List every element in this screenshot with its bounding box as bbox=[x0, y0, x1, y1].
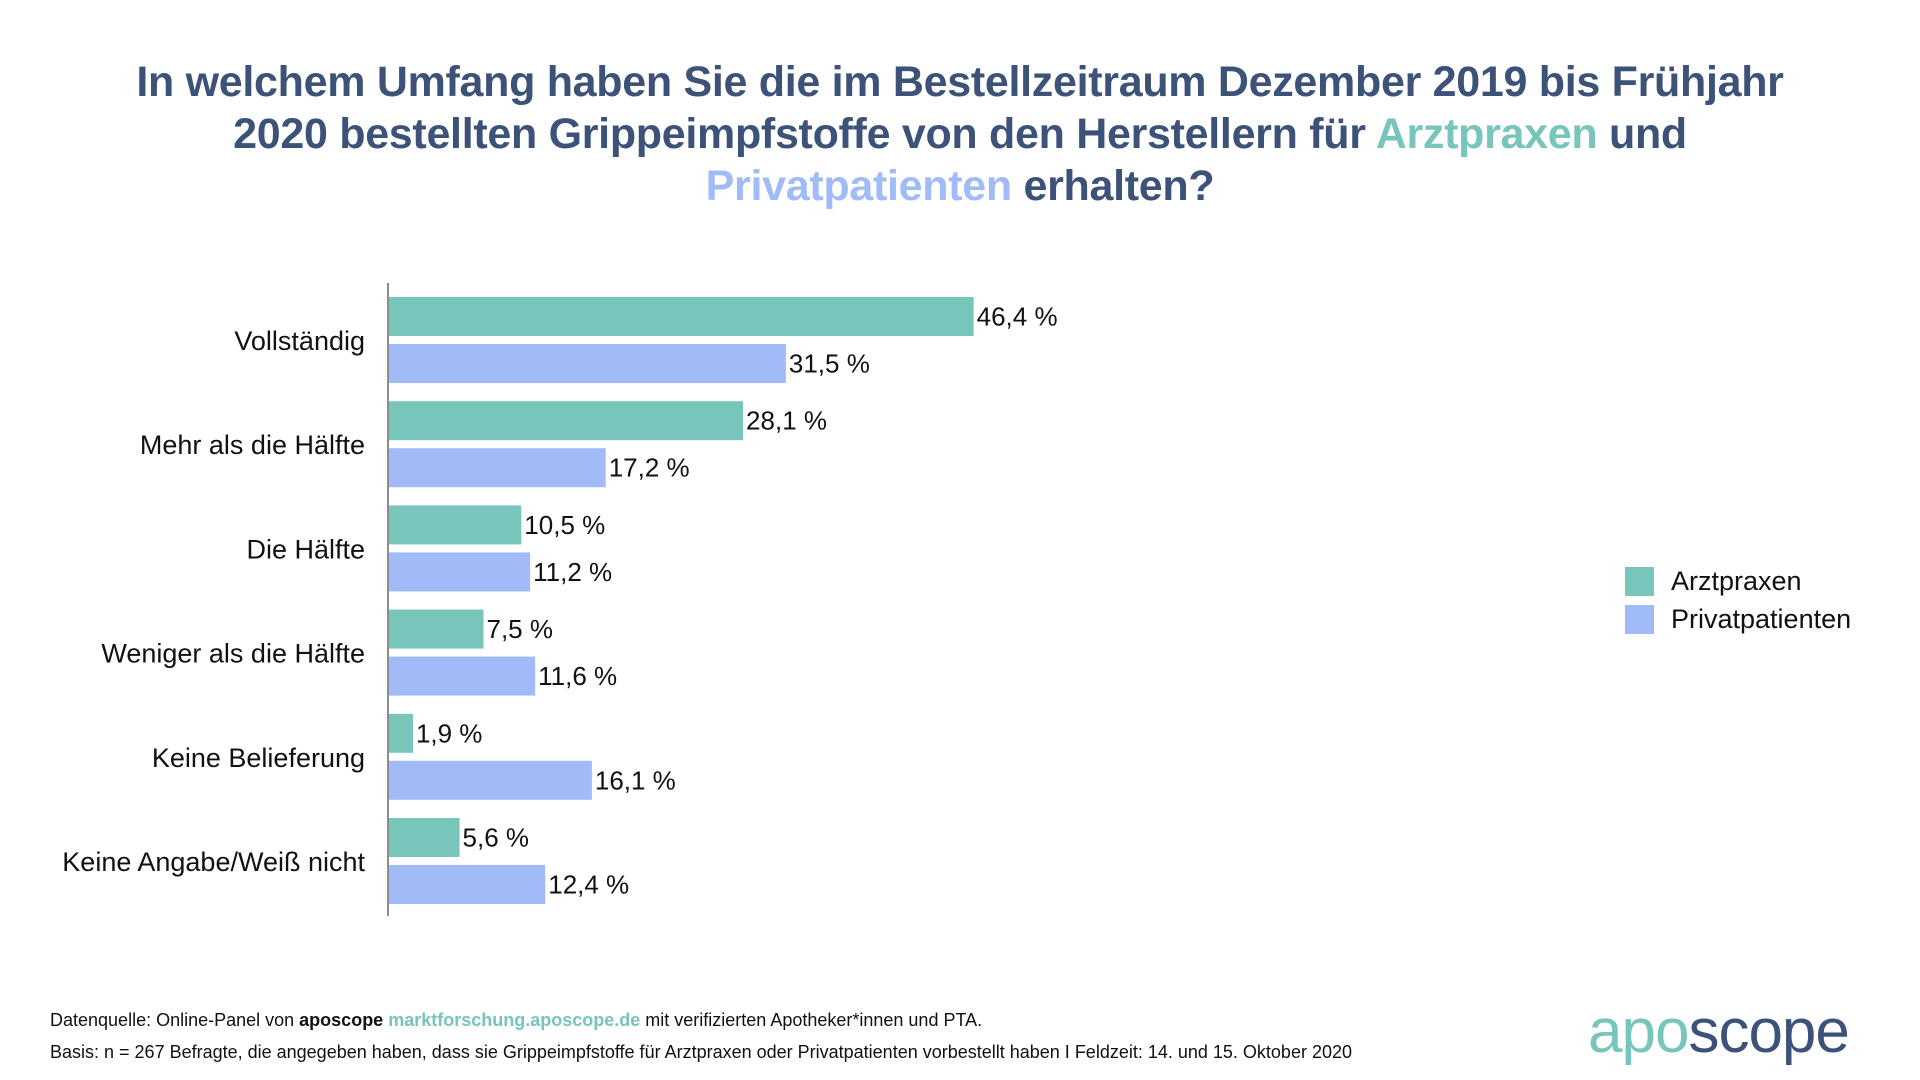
value-label-privatpatienten-vollständig: 31,5 % bbox=[789, 349, 870, 379]
footer: Datenquelle: Online-Panel von aposcope m… bbox=[50, 1004, 1352, 1068]
footer-brand: aposcope bbox=[299, 1010, 384, 1030]
category-label-keine-belieferung: Keine Belieferung bbox=[152, 743, 365, 773]
bar-arztpraxen-keine-angabe-weiß-nicht bbox=[389, 818, 460, 857]
legend-item-privatpatienten: Privatpatienten bbox=[1625, 600, 1851, 638]
value-label-privatpatienten-mehr-als-die-hälfte: 17,2 % bbox=[609, 453, 690, 483]
bar-arztpraxen-die-hälfte bbox=[389, 505, 522, 545]
bar-privatpatienten-keine-belieferung bbox=[389, 760, 592, 800]
category-label-mehr-als-die-hälfte: Mehr als die Hälfte bbox=[140, 430, 365, 460]
bar-privatpatienten-mehr-als-die-hälfte bbox=[389, 448, 606, 488]
logo-part-scope: scope bbox=[1688, 997, 1849, 1066]
footer-source-text: Datenquelle: Online-Panel von bbox=[50, 1010, 300, 1030]
category-label-vollständig: Vollständig bbox=[234, 326, 365, 356]
category-label-keine-angabe-weiß-nicht: Keine Angabe/Weiß nicht bbox=[62, 847, 365, 877]
bar-privatpatienten-keine-angabe-weiß-nicht bbox=[389, 865, 546, 904]
title-line-3-end: erhalten? bbox=[1011, 162, 1215, 210]
legend-swatch-arztpraxen bbox=[1625, 566, 1654, 596]
bar-privatpatienten-weniger-als-die-hälfte bbox=[389, 656, 536, 696]
bar-arztpraxen-keine-belieferung bbox=[389, 713, 413, 753]
value-label-privatpatienten-keine-angabe-weiß-nicht: 12,4 % bbox=[548, 870, 629, 900]
category-label-weniger-als-die-hälfte: Weniger als die Hälfte bbox=[101, 639, 365, 669]
bar-arztpraxen-mehr-als-die-hälfte bbox=[389, 401, 744, 441]
title-highlight-privatpatienten: Privatpatienten bbox=[705, 162, 1012, 210]
chart-title: In welchem Umfang haben Sie die im Beste… bbox=[0, 56, 1920, 212]
legend-item-arztpraxen: Arztpraxen bbox=[1625, 562, 1851, 600]
title-line-2-end: und bbox=[1597, 110, 1687, 158]
title-line-1: In welchem Umfang haben Sie die im Beste… bbox=[136, 58, 1784, 106]
value-label-arztpraxen-die-hälfte: 10,5 % bbox=[524, 510, 605, 540]
value-label-arztpraxen-vollständig: 46,4 % bbox=[977, 302, 1058, 332]
title-line-2: 2020 bestellten Grippeimpfstoffe von den… bbox=[0, 108, 1920, 160]
bars-group bbox=[389, 297, 974, 904]
bar-arztpraxen-weniger-als-die-hälfte bbox=[389, 609, 484, 649]
aposcope-logo: aposcope bbox=[1588, 996, 1850, 1067]
title-highlight-arztpraxen: Arztpraxen bbox=[1375, 110, 1598, 158]
value-label-privatpatienten-weniger-als-die-hälfte: 11,6 % bbox=[538, 661, 617, 691]
category-labels: Vollständig Mehr als die Hälfte Die Hälfte… bbox=[62, 326, 365, 877]
bar-privatpatienten-vollständig bbox=[389, 344, 786, 383]
footer-source-end: mit verifizierten Apotheker*innen und PT… bbox=[640, 1010, 983, 1030]
bar-privatpatienten-die-hälfte bbox=[389, 552, 531, 592]
bar-arztpraxen-vollständig bbox=[389, 297, 974, 336]
footer-link[interactable]: marktforschung.aposcope.de bbox=[388, 1010, 641, 1030]
value-label-arztpraxen-mehr-als-die-hälfte: 28,1 % bbox=[746, 406, 827, 436]
footer-source-line: Datenquelle: Online-Panel von aposcope m… bbox=[50, 1004, 1352, 1036]
legend-label-privatpatienten: Privatpatienten bbox=[1671, 603, 1852, 634]
legend-label-arztpraxen: Arztpraxen bbox=[1671, 565, 1802, 596]
value-label-privatpatienten-die-hälfte: 11,2 % bbox=[533, 557, 612, 587]
value-label-arztpraxen-keine-angabe-weiß-nicht: 5,6 % bbox=[463, 823, 530, 853]
title-line-2-text: 2020 bestellten Grippeimpfstoffe von den… bbox=[233, 110, 1376, 158]
legend-swatch-privatpatienten bbox=[1625, 604, 1654, 634]
logo-part-apo: apo bbox=[1588, 997, 1689, 1066]
footer-basis-line: Basis: n = 267 Befragte, die angegeben h… bbox=[50, 1042, 1352, 1062]
title-line-3: Privatpatienten erhalten? bbox=[0, 160, 1920, 212]
legend: Arztpraxen Privatpatienten bbox=[1625, 562, 1851, 638]
category-label-die-hälfte: Die Hälfte bbox=[246, 534, 365, 564]
value-labels: 46,4 % 31,5 % 28,1 % 17,2 %10,5 % 11,2 % 7,5 … bbox=[416, 302, 1058, 900]
value-label-privatpatienten-keine-belieferung: 16,1 % bbox=[595, 765, 676, 795]
value-label-arztpraxen-keine-belieferung: 1,9 % bbox=[416, 718, 483, 748]
value-label-arztpraxen-weniger-als-die-hälfte: 7,5 % bbox=[487, 614, 554, 644]
